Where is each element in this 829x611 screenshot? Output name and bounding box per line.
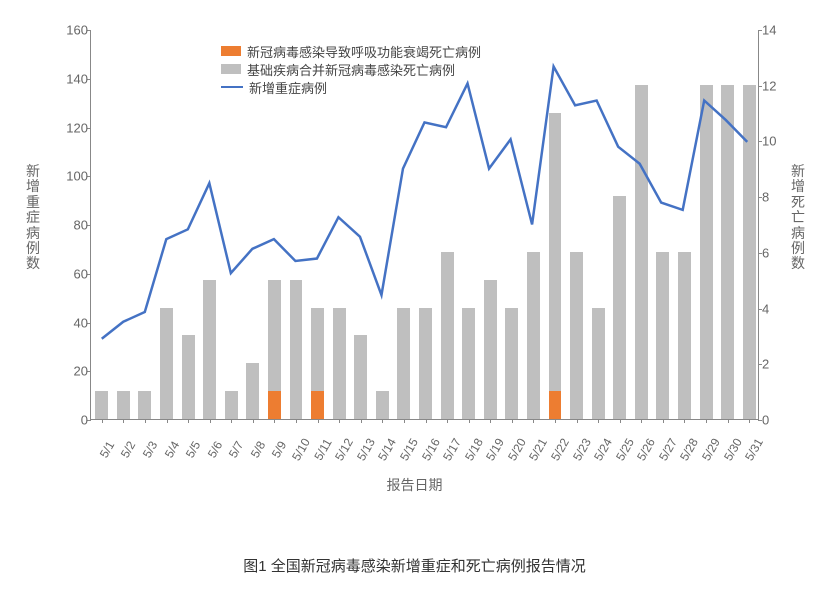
- legend-label: 基础疾病合并新冠病毒感染死亡病例: [247, 60, 455, 79]
- x-tick-mark: [210, 419, 211, 423]
- right-y-tick-label: 14: [762, 23, 784, 38]
- left-y-tick-label: 0: [60, 413, 88, 428]
- x-tick-label: 5/30: [721, 436, 745, 463]
- x-tick-label: 5/18: [462, 436, 486, 463]
- legend-swatch: [221, 64, 241, 74]
- x-tick-label: 5/11: [311, 436, 334, 462]
- right-y-tick-label: 6: [762, 245, 784, 260]
- left-y-tick-label: 160: [60, 23, 88, 38]
- x-tick-mark: [641, 419, 642, 423]
- x-tick-mark: [749, 419, 750, 423]
- x-tick-mark: [253, 419, 254, 423]
- left-y-tick-label: 20: [60, 364, 88, 379]
- x-tick-mark: [533, 419, 534, 423]
- x-tick-mark: [512, 419, 513, 423]
- legend-label: 新增重症病例: [249, 78, 327, 97]
- x-tick-label: 5/28: [678, 436, 702, 463]
- legend-item: 新增重症病例: [221, 78, 481, 96]
- x-tick-label: 5/29: [699, 436, 723, 463]
- x-tick-label: 5/25: [613, 436, 637, 463]
- legend-label: 新冠病毒感染导致呼吸功能衰竭死亡病例: [247, 42, 481, 61]
- x-tick-label: 5/20: [505, 436, 529, 463]
- chart-container: 新增重症病例数 新增死亡病例数 新冠病毒感染导致呼吸功能衰竭死亡病例基础疾病合并…: [20, 20, 809, 500]
- x-tick-label: 5/1: [97, 439, 117, 460]
- x-tick-mark: [188, 419, 189, 423]
- legend-swatch: [221, 46, 241, 56]
- x-tick-mark: [296, 419, 297, 423]
- x-tick-label: 5/23: [570, 436, 594, 463]
- x-tick-mark: [339, 419, 340, 423]
- x-tick-mark: [145, 419, 146, 423]
- x-tick-mark: [102, 419, 103, 423]
- x-tick-label: 5/19: [483, 436, 507, 463]
- x-tick-mark: [620, 419, 621, 423]
- x-tick-mark: [274, 419, 275, 423]
- x-tick-label: 5/22: [548, 436, 572, 463]
- x-tick-mark: [684, 419, 685, 423]
- legend-item: 基础疾病合并新冠病毒感染死亡病例: [221, 60, 481, 78]
- x-tick-label: 5/9: [269, 439, 289, 460]
- legend-line-swatch: [221, 86, 243, 89]
- left-y-tick-label: 80: [60, 218, 88, 233]
- x-tick-label: 5/13: [354, 436, 378, 463]
- right-y-tick-label: 10: [762, 134, 784, 149]
- x-tick-label: 5/16: [419, 436, 443, 463]
- x-tick-mark: [382, 419, 383, 423]
- x-tick-mark: [577, 419, 578, 423]
- x-tick-label: 5/14: [375, 436, 399, 463]
- left-y-tick-label: 120: [60, 120, 88, 135]
- right-y-tick-label: 12: [762, 78, 784, 93]
- right-y-tick-label: 8: [762, 190, 784, 205]
- x-tick-label: 5/26: [634, 436, 658, 463]
- left-y-tick-label: 40: [60, 315, 88, 330]
- left-y-tick-label: 140: [60, 71, 88, 86]
- x-tick-label: 5/8: [248, 439, 268, 460]
- x-axis-title: 报告日期: [387, 475, 443, 495]
- line-series: [102, 66, 747, 338]
- right-y-tick-label: 0: [762, 413, 784, 428]
- right-y-tick-label: 2: [762, 357, 784, 372]
- x-tick-mark: [404, 419, 405, 423]
- x-tick-mark: [490, 419, 491, 423]
- right-y-tick-label: 4: [762, 301, 784, 316]
- x-tick-label: 5/10: [289, 436, 313, 463]
- x-tick-mark: [123, 419, 124, 423]
- x-tick-mark: [231, 419, 232, 423]
- legend-item: 新冠病毒感染导致呼吸功能衰竭死亡病例: [221, 42, 481, 60]
- x-tick-mark: [706, 419, 707, 423]
- x-tick-label: 5/2: [118, 439, 138, 460]
- legend: 新冠病毒感染导致呼吸功能衰竭死亡病例基础疾病合并新冠病毒感染死亡病例新增重症病例: [221, 42, 481, 96]
- x-tick-label: 5/15: [397, 436, 421, 463]
- x-tick-mark: [361, 419, 362, 423]
- x-tick-mark: [447, 419, 448, 423]
- x-tick-label: 5/21: [527, 436, 551, 463]
- figure-caption: 图1 全国新冠病毒感染新增重症和死亡病例报告情况: [20, 555, 809, 576]
- x-tick-mark: [663, 419, 664, 423]
- x-tick-mark: [167, 419, 168, 423]
- plot-area: 新冠病毒感染导致呼吸功能衰竭死亡病例基础疾病合并新冠病毒感染死亡病例新增重症病例: [90, 30, 759, 420]
- x-tick-label: 5/31: [742, 436, 766, 463]
- x-tick-label: 5/4: [161, 439, 181, 460]
- x-tick-label: 5/24: [591, 436, 615, 463]
- x-tick-mark: [318, 419, 319, 423]
- x-tick-mark: [555, 419, 556, 423]
- x-tick-mark: [469, 419, 470, 423]
- left-y-tick-label: 60: [60, 266, 88, 281]
- x-tick-label: 5/17: [440, 436, 464, 463]
- x-tick-mark: [598, 419, 599, 423]
- x-tick-mark: [426, 419, 427, 423]
- x-tick-label: 5/12: [332, 436, 356, 463]
- x-tick-label: 5/7: [226, 439, 246, 460]
- x-tick-label: 5/27: [656, 436, 680, 463]
- x-tick-label: 5/5: [183, 439, 203, 460]
- x-tick-label: 5/6: [205, 439, 225, 460]
- right-y-axis-title: 新增死亡病例数: [790, 164, 806, 272]
- x-tick-label: 5/3: [140, 439, 160, 460]
- x-tick-mark: [728, 419, 729, 423]
- left-y-tick-label: 100: [60, 169, 88, 184]
- left-y-axis-title: 新增重症病例数: [25, 164, 41, 272]
